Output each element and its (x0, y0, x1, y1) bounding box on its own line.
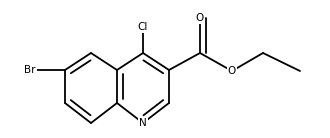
Text: O: O (228, 66, 236, 76)
Text: Cl: Cl (138, 22, 148, 32)
Text: O: O (196, 13, 204, 23)
Text: Br: Br (24, 65, 36, 75)
Text: N: N (139, 118, 147, 128)
